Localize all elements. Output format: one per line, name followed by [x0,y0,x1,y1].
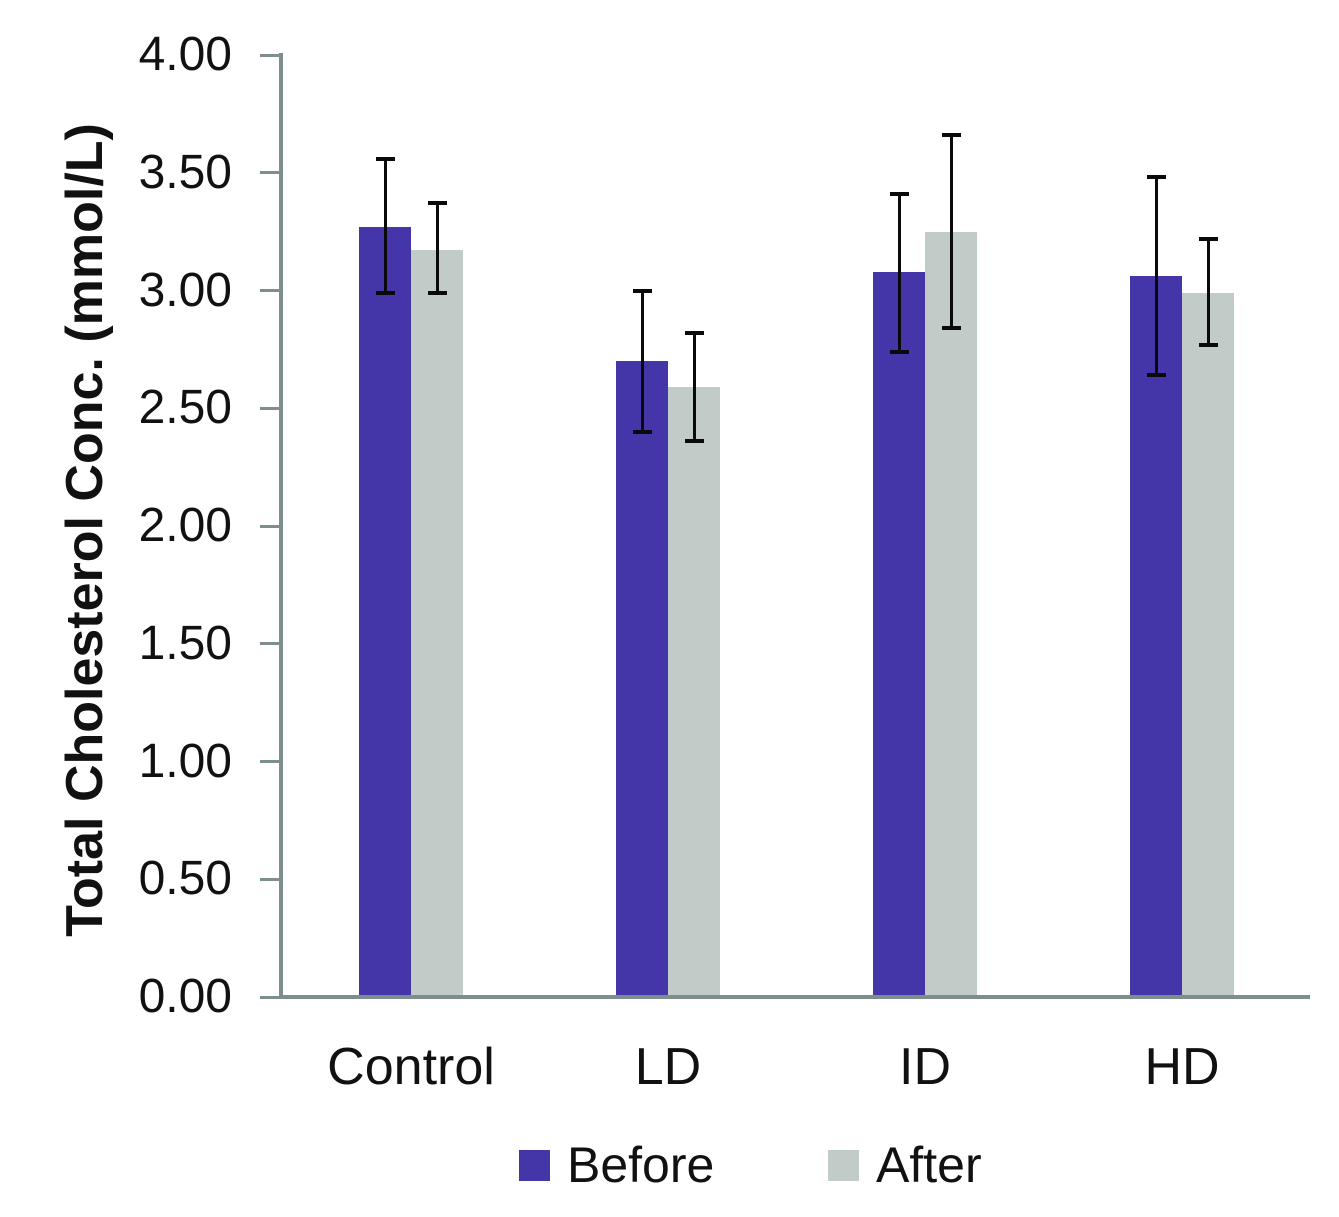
y-tick-2.50 [260,406,279,410]
legend-swatch-after-icon [828,1149,859,1181]
y-tick-1.50 [260,642,279,646]
error-bar-after-id-cap-bottom [941,326,961,331]
error-bar-before-hd-cap-top [1146,175,1166,180]
bar-after-hd [1182,292,1234,997]
x-category-label-id: ID [899,1038,951,1096]
error-bar-after-hd-cap-bottom [1198,342,1218,347]
bar-before-id [873,271,925,997]
bar-before-control [359,226,411,997]
y-tick-label-4.00: 4.00 [138,28,232,81]
error-bar-after-ld-cap-bottom [684,439,704,444]
error-bar-before-ld-cap-top [632,288,652,293]
error-bar-before-id-line [897,193,901,352]
y-tick-label-3.50: 3.50 [138,145,232,199]
error-bar-after-id-line [949,135,953,329]
legend-label-after: After [876,1137,982,1193]
error-bar-before-control-cap-bottom [375,290,395,295]
x-category-label-control: Control [327,1038,495,1096]
legend-item-after: After [828,1134,982,1196]
error-bar-after-hd-cap-top [1198,236,1218,241]
y-tick-3.00 [260,289,279,292]
y-tick-label-3.00: 3.00 [138,263,232,317]
y-tick-1.00 [260,760,279,763]
y-tick-label-1.50: 1.50 [138,616,232,670]
error-bar-before-id-cap-bottom [889,349,909,354]
y-tick-label-0.50: 0.50 [138,852,232,906]
bar-before-ld [616,361,668,997]
y-tick-4.00 [260,53,279,57]
error-bar-before-ld-cap-bottom [632,429,652,434]
bar-after-control [411,250,463,997]
legend-label-before: Before [567,1137,715,1193]
error-bar-before-id-cap-top [889,191,909,196]
error-bar-after-ld-cap-top [684,330,704,335]
error-bar-before-ld-line [640,290,644,432]
error-bar-after-id-cap-top [941,133,961,138]
error-bar-after-control-cap-top [427,201,447,206]
y-tick-label-2.00: 2.00 [138,499,232,552]
x-category-label-ld: LD [634,1038,702,1096]
error-bar-after-control-line [435,203,439,293]
y-tick-label-0.00: 0.00 [138,970,232,1023]
y-tick-label-2.50: 2.50 [138,381,232,435]
error-bar-before-hd-cap-bottom [1146,373,1166,378]
bar-before-hd [1130,276,1182,997]
error-bar-before-hd-line [1154,177,1158,376]
x-axis-line [279,995,1310,999]
y-tick-3.50 [260,171,279,175]
y-axis-line [279,53,283,999]
y-tick-label-1.00: 1.00 [138,734,232,788]
y-tick-0.50 [260,877,279,881]
error-bar-after-hd-line [1206,238,1210,345]
bar-after-ld [668,387,720,997]
error-bar-after-ld-line [692,332,696,442]
bar-after-id [925,231,977,997]
error-bar-after-control-cap-bottom [427,290,447,295]
y-tick-2.00 [260,524,279,528]
legend-item-before: Before [519,1134,714,1196]
y-tick-0.00 [260,995,279,999]
error-bar-before-control-cap-top [375,156,395,161]
x-category-label-hd: HD [1144,1038,1220,1096]
legend-swatch-before-icon [519,1149,550,1181]
error-bar-before-control-line [383,158,387,293]
